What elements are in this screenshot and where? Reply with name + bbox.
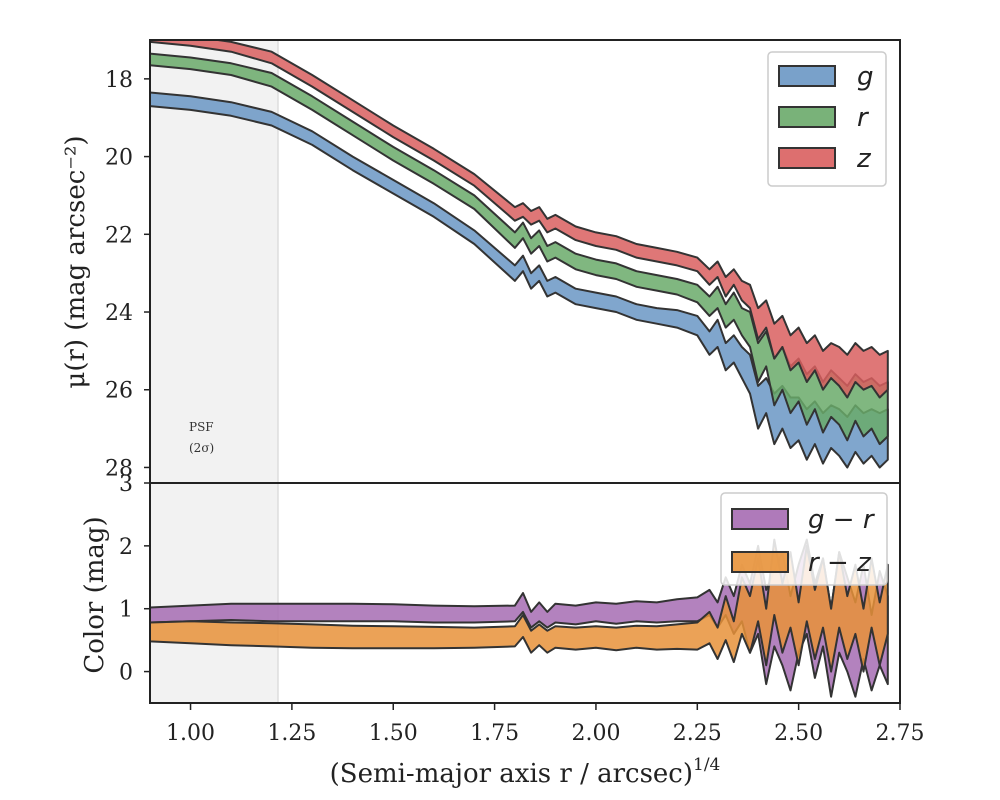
bottom-y-tick-label: 2: [119, 535, 133, 560]
top-y-axis-label: μ(r) (mag arcsec⁻²): [61, 135, 91, 388]
bottom-y-ticks: 0 1 2 3: [119, 472, 150, 686]
legend-swatch: [778, 65, 836, 87]
legend-label: r: [857, 103, 870, 133]
x-tick-label: 1.50: [369, 721, 418, 746]
legend-label: z: [856, 144, 872, 174]
x-ticks: 1.00 1.25 1.50 1.75 2.00 2.25 2.50 2.75: [166, 703, 924, 746]
x-tick-label: 2.50: [774, 721, 823, 746]
bottom-y-axis-label: Color (mag): [80, 516, 110, 673]
top-y-ticks: 18 20 22 24 26 28: [105, 68, 150, 481]
legend-label: g − r: [808, 505, 876, 535]
series-r-band: [150, 52, 889, 446]
color-bands: [150, 538, 889, 698]
x-tick-label: 1.75: [470, 721, 519, 746]
top-y-tick-label: 18: [105, 68, 133, 93]
top-y-tick-label: 24: [105, 301, 133, 326]
bottom-y-tick-label: 1: [119, 598, 133, 623]
series-rz-band: [150, 538, 889, 673]
x-tick-label: 2.25: [673, 721, 722, 746]
legend-swatch: [731, 508, 789, 530]
bottom-legend: g − r r − z: [720, 492, 888, 586]
x-axis-label: (Semi-major axis r / arcsec)1/4: [330, 755, 721, 789]
top-y-tick-label: 22: [105, 223, 133, 248]
bottom-y-tick-label: 0: [119, 661, 133, 686]
series-g-band: [150, 91, 889, 469]
legend-swatch: [778, 106, 836, 128]
legend-label: g: [857, 62, 874, 92]
top-y-tick-label: 28: [105, 456, 133, 481]
legend-swatch: [731, 551, 789, 573]
psf-annotation-line2: (2σ): [189, 441, 214, 455]
bottom-axes-frame: [149, 482, 901, 704]
legend-label: r − z: [808, 548, 872, 578]
top-y-tick-label: 20: [105, 146, 133, 171]
x-tick-label: 2.00: [571, 721, 620, 746]
bottom-y-tick-label: 3: [119, 472, 133, 497]
top-legend: grz: [767, 51, 887, 187]
legend-swatch: [778, 147, 836, 169]
x-tick-label: 2.75: [876, 721, 925, 746]
surface-brightness-bands: [150, 40, 889, 469]
top-y-tick-label: 26: [105, 379, 133, 404]
psf-shade-bottom: [150, 483, 278, 703]
psf-annotation-line1: PSF: [189, 420, 214, 434]
x-tick-label: 1.25: [267, 721, 316, 746]
series-z-band: [150, 40, 889, 399]
x-tick-label: 1.00: [166, 721, 215, 746]
